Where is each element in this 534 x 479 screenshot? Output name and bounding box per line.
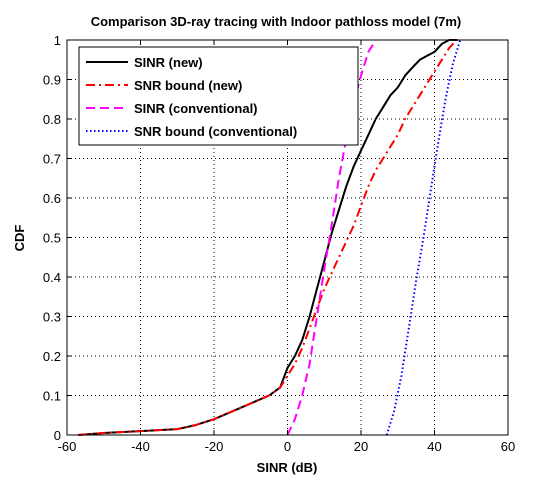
legend-label-0: SINR (new) <box>134 55 203 70</box>
y-tick-label: 0.1 <box>43 389 61 404</box>
x-tick-label: -20 <box>205 439 224 454</box>
series-line-2 <box>286 39 377 436</box>
y-tick-label: 0.4 <box>43 270 61 285</box>
y-tick-label: 0.9 <box>43 73 61 88</box>
y-axis-label: CDF <box>12 225 27 252</box>
y-tick-label: 0.8 <box>43 112 61 127</box>
chart-title: Comparison 3D-ray tracing with Indoor pa… <box>91 14 462 29</box>
x-tick-label: 0 <box>284 439 291 454</box>
x-tick-label: 60 <box>501 439 515 454</box>
series-line-1 <box>77 39 461 436</box>
y-tick-label: 0.3 <box>43 310 61 325</box>
legend-label-2: SINR (conventional) <box>134 101 258 116</box>
legend-label-1: SNR bound (new) <box>134 78 242 93</box>
legend-label-3: SNR bound (conventional) <box>134 124 297 139</box>
series-line-3 <box>385 39 462 436</box>
legend-box <box>78 46 359 146</box>
x-tick-label: -60 <box>58 439 77 454</box>
x-tick-label: 20 <box>354 439 368 454</box>
x-tick-label: -40 <box>131 439 150 454</box>
axis-ticks: -60 -40 -20 0 20 40 60 0 0.1 0.2 0.3 0.4 0.5 0.6 0.7 0.… <box>43 33 515 454</box>
legend: SINR (new) SNR bound (new) SINR (conventio… <box>78 46 359 146</box>
y-tick-label: 0.7 <box>43 152 61 167</box>
series-lines <box>77 39 462 436</box>
y-tick-label: 0.6 <box>43 191 61 206</box>
y-tick-label: 1 <box>54 33 61 48</box>
y-tick-label: 0.5 <box>43 231 61 246</box>
y-tick-label: 0.2 <box>43 349 61 364</box>
x-tick-label: 40 <box>427 439 441 454</box>
y-tick-label: 0 <box>54 428 61 443</box>
x-axis-label: SINR (dB) <box>257 460 318 475</box>
